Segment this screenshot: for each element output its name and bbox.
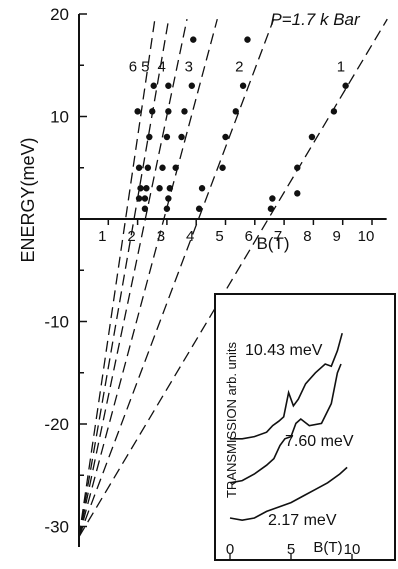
data-point	[188, 82, 196, 89]
data-point	[244, 36, 251, 43]
data-point	[308, 133, 316, 141]
data-point	[165, 108, 172, 115]
data-point	[267, 205, 275, 212]
y-tick-label: 20	[50, 5, 69, 24]
fit-line-2	[78, 18, 275, 537]
data-point	[144, 164, 152, 171]
y-axis-label: ENERGY(meV)	[18, 137, 38, 262]
data-point	[141, 195, 149, 202]
data-point	[222, 133, 229, 141]
data-point	[294, 190, 301, 197]
series-label: 2	[235, 58, 243, 75]
x-tick-label: 7	[274, 228, 282, 245]
inset-x-ticks: 0 5 10	[226, 541, 361, 560]
data-point	[156, 185, 163, 192]
data-point	[134, 108, 141, 115]
data-point	[269, 195, 276, 202]
data-point	[143, 185, 150, 192]
x-tick-label: 9	[333, 228, 341, 245]
data-point	[135, 164, 143, 171]
data-point	[294, 164, 301, 171]
data-point	[342, 82, 349, 89]
data-point	[198, 185, 206, 192]
x-tick-label: 10	[358, 228, 375, 245]
data-point	[172, 164, 179, 171]
y-tick-label: -10	[44, 313, 69, 332]
fit-line-1	[78, 18, 388, 538]
data-point	[141, 205, 149, 212]
data-point	[137, 185, 144, 192]
fit-line-5	[78, 19, 170, 537]
inset-x-axis-label: B(T)	[313, 539, 342, 556]
inset-curve-1	[230, 332, 343, 440]
data-point	[166, 185, 174, 192]
x-tick-label: 4	[186, 228, 194, 245]
x-tick-label: 5	[215, 228, 223, 245]
inset-curve-label-2: 7.60 meV	[285, 433, 354, 450]
data-point	[330, 108, 338, 115]
pressure-label: P=1.7 k Bar	[270, 10, 361, 29]
inset-curve-2	[229, 363, 342, 484]
series-labels: 1 2 3 456	[129, 58, 345, 75]
inset-curve-label-3: 2.17 meV	[268, 512, 337, 529]
data-point	[135, 195, 143, 202]
data-point	[178, 133, 185, 141]
inset-x-tick-label: 5	[287, 541, 295, 558]
y-tick-label: 10	[50, 108, 69, 127]
data-point	[150, 82, 157, 89]
series-label: 3	[185, 58, 193, 75]
inset-x-tick-label: 0	[226, 541, 234, 558]
x-tick-label: 2	[127, 228, 135, 245]
inset-frame	[214, 293, 396, 561]
data-point	[239, 82, 247, 89]
data-point	[181, 108, 188, 115]
data-points	[134, 36, 349, 212]
data-point	[149, 108, 156, 115]
series-label: 5	[141, 58, 149, 75]
x-tick-label: 3	[157, 228, 165, 245]
series-label: 4	[157, 58, 165, 75]
fit-line-4	[78, 18, 188, 537]
data-point	[165, 195, 172, 202]
fit-lines	[78, 18, 388, 538]
x-tick-label: 6	[245, 228, 253, 245]
data-point	[163, 205, 171, 212]
data-point	[190, 36, 197, 43]
inset-y-axis-label: TRANSMISSION arb. units	[224, 341, 239, 498]
data-point	[159, 164, 166, 171]
data-point	[195, 205, 203, 212]
x-tick-label: 1	[98, 228, 106, 245]
fit-line-3	[78, 18, 218, 537]
fit-line-6	[78, 19, 156, 537]
series-label: 6	[129, 58, 137, 75]
data-point	[232, 108, 239, 115]
data-point	[163, 133, 171, 141]
inset-x-tick-label: 10	[344, 541, 361, 558]
inset-plot: TRANSMISSION arb. units B(T) 0 5 10 10.43 …	[214, 293, 396, 561]
inset-curve-label-1: 10.43 meV	[245, 342, 323, 359]
series-label: 1	[337, 58, 345, 75]
inset-curves	[229, 332, 348, 522]
data-point	[146, 133, 153, 141]
y-tick-label: -30	[44, 518, 69, 537]
data-point	[219, 164, 226, 171]
inset-curve-3	[229, 466, 348, 522]
x-tick-label: 8	[303, 228, 311, 245]
x-axis-label: B(T)	[256, 234, 289, 253]
data-point	[165, 82, 172, 89]
y-tick-label: -20	[44, 415, 69, 434]
